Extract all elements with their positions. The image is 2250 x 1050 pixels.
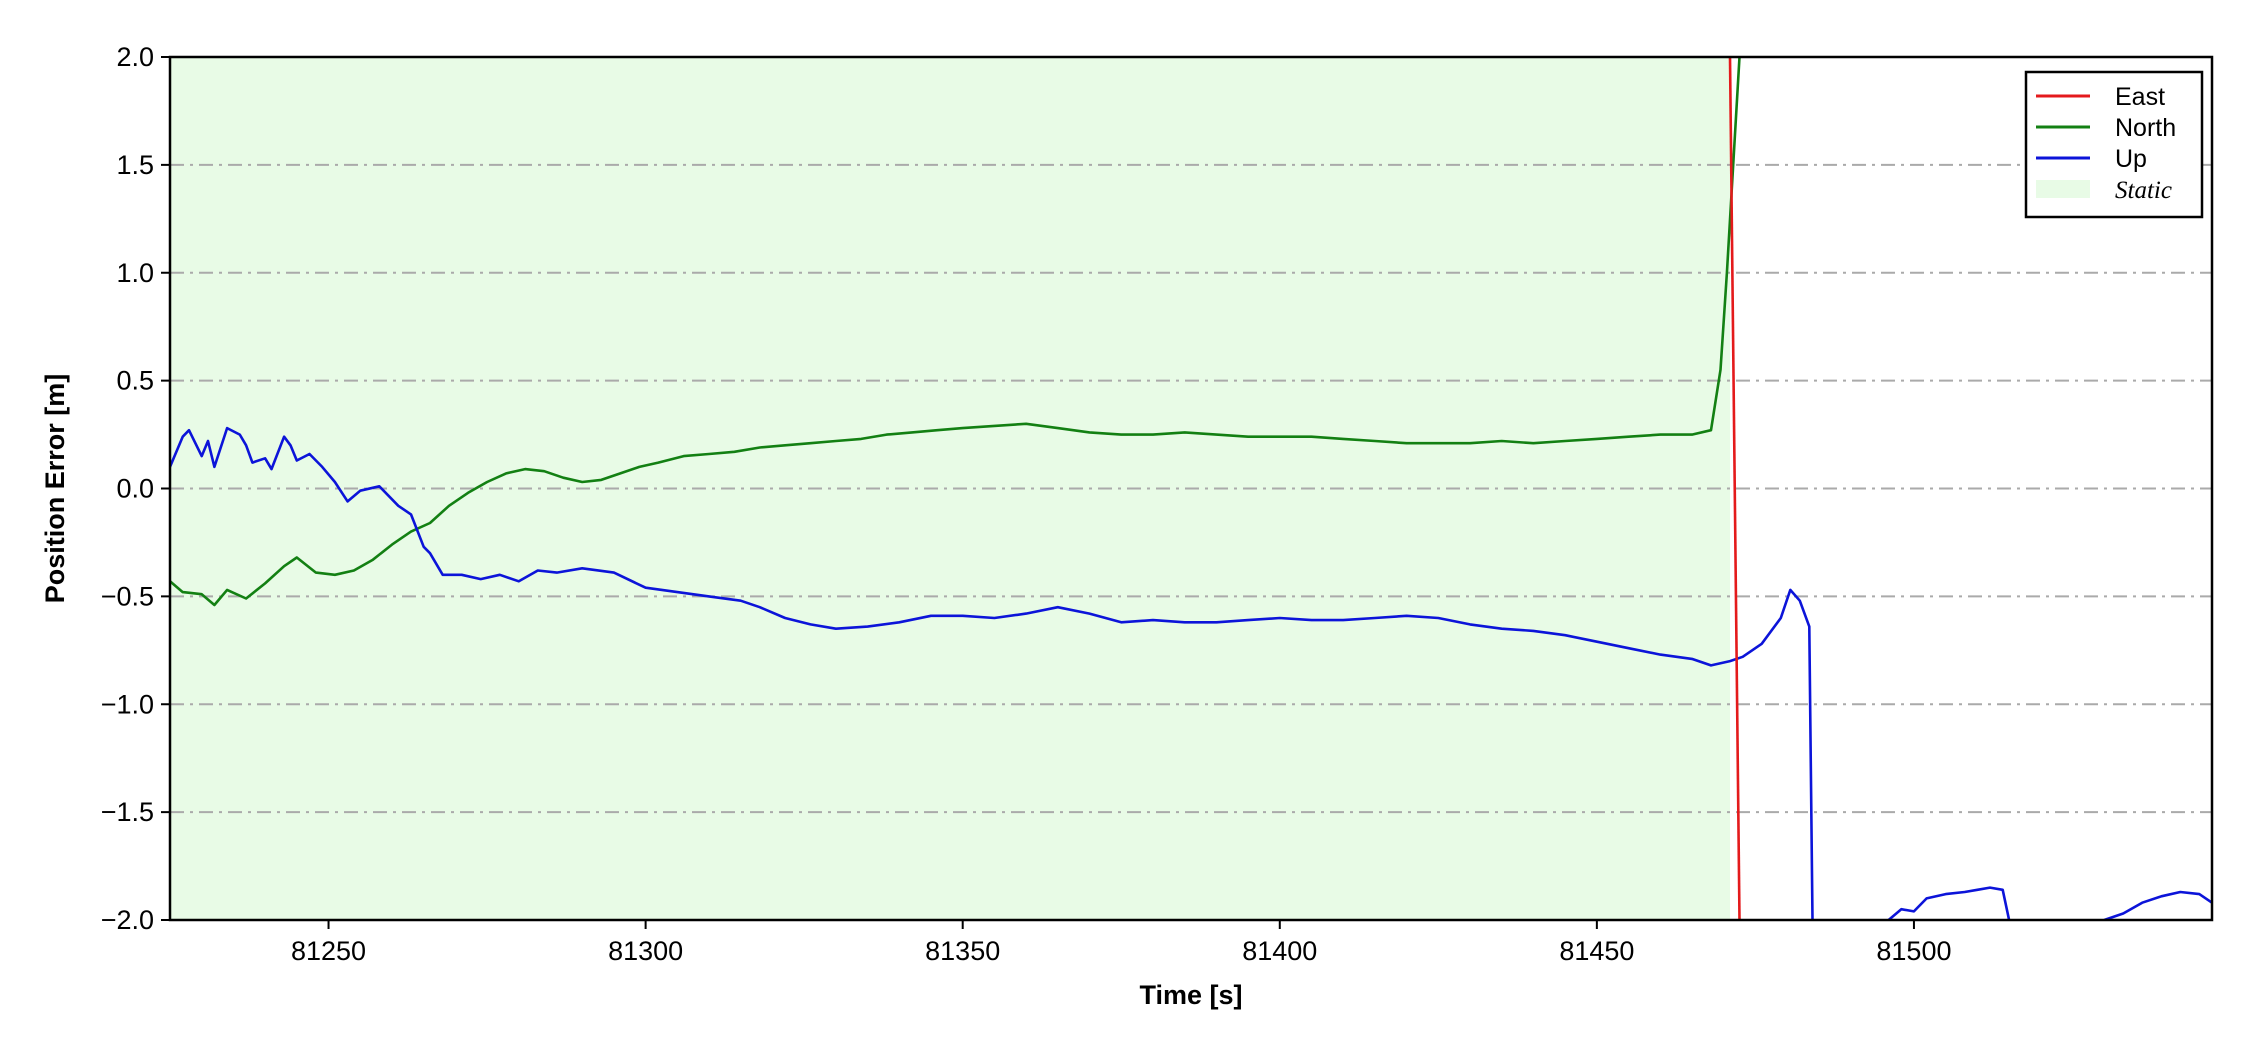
series-line-east <box>1728 57 1741 920</box>
y-tick-label: −2.0 <box>101 905 154 935</box>
legend-label-up: Up <box>2115 145 2147 173</box>
legend-swatch-static <box>2036 180 2090 198</box>
legend-label-east: East <box>2115 83 2165 111</box>
series-line-up-segment <box>1887 886 2011 920</box>
series-line-north <box>170 57 1741 607</box>
legend-label-north: North <box>2115 114 2176 142</box>
y-tick-label: 1.5 <box>116 150 154 180</box>
x-tick-label: 81400 <box>1242 936 1317 966</box>
grid-lines <box>170 163 2212 814</box>
legend-label-static: Static <box>2115 177 2172 204</box>
x-tick-label: 81450 <box>1559 936 1634 966</box>
x-tick-label: 81300 <box>608 936 683 966</box>
y-tick-label: 0.5 <box>116 366 154 396</box>
y-tick-label: −1.5 <box>101 797 154 827</box>
x-tick-label: 81350 <box>925 936 1000 966</box>
series-lines <box>170 57 2212 920</box>
series-line-up <box>170 426 1814 920</box>
y-tick-label: −1.0 <box>101 689 154 719</box>
static-region <box>170 57 1731 920</box>
y-tick-label: 2.0 <box>116 42 154 72</box>
x-axis-label: Time [s] <box>1139 980 1242 1010</box>
y-tick-label: 1.0 <box>116 258 154 288</box>
x-tick-label: 81250 <box>291 936 366 966</box>
legend: East North Up Static <box>2024 70 2204 219</box>
axis-ticks: 81250 81300 81350 81400 81450 81500 −2.0 −1.5 −1… <box>101 42 1952 966</box>
x-tick-label: 81500 <box>1876 936 1951 966</box>
y-tick-label: 0.0 <box>116 474 154 504</box>
y-axis-label: Position Error [m] <box>40 374 70 604</box>
series-line-up-segment <box>2103 890 2212 920</box>
y-tick-label: −0.5 <box>101 581 154 611</box>
